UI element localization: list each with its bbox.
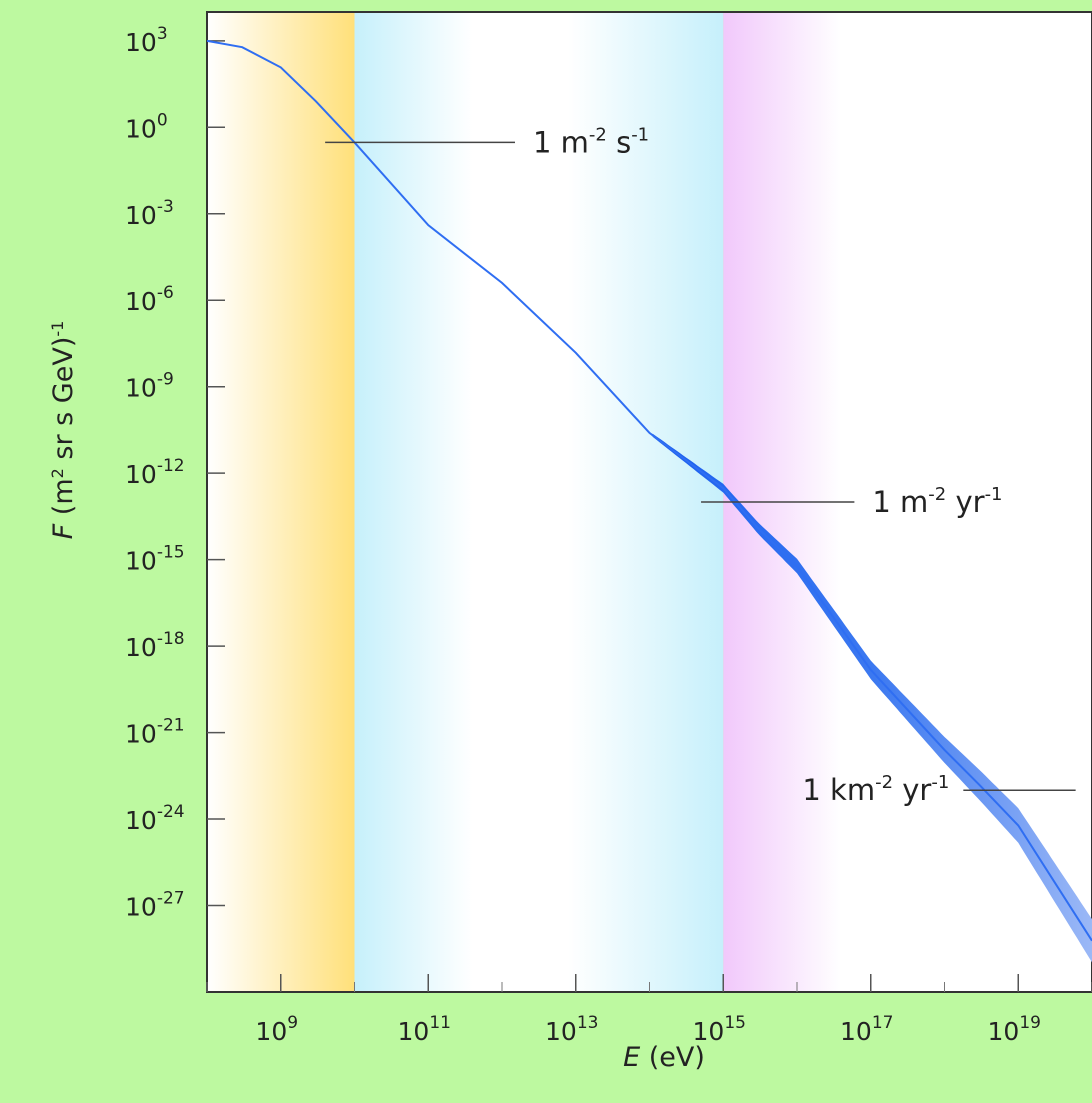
annotation-label: 1 m-2 s-1 <box>533 124 649 159</box>
y-axis-title: F (m2 sr s GeV)-1 <box>48 321 80 540</box>
energy-band <box>354 12 724 992</box>
y-tick-base: 10 <box>125 28 157 57</box>
annotation-mid: yr <box>893 773 931 807</box>
y-tick-label: 10-21 <box>125 716 185 749</box>
axis-ticks <box>206 40 1092 992</box>
y-tick-exponent: -12 <box>157 456 185 476</box>
annotation-base: 1 m <box>533 125 589 159</box>
annotation-base: 1 km <box>802 773 875 807</box>
energy-band <box>207 12 355 992</box>
y-tick-exponent: -27 <box>157 889 185 909</box>
annotation-sup: -2 <box>875 772 893 793</box>
flux-line <box>207 39 1092 942</box>
y-tick-base: 10 <box>125 893 157 922</box>
y-tick-label: 10-6 <box>125 283 174 316</box>
x-tick-base: 10 <box>840 1017 872 1046</box>
x-tick-base: 10 <box>693 1017 725 1046</box>
y-tick-exponent: 3 <box>157 24 168 44</box>
y-tick-label: 10-18 <box>125 629 185 662</box>
x-axis-title: E (eV) <box>623 1042 705 1073</box>
y-tick-exponent: -24 <box>157 802 185 822</box>
y-tick-base: 10 <box>125 633 157 662</box>
flux-series <box>207 39 1092 963</box>
y-tick-label: 100 <box>125 110 168 143</box>
y-tick-base: 10 <box>125 201 157 230</box>
y-tick-base: 10 <box>125 114 157 143</box>
x-tick-label: 1019 <box>988 1013 1041 1046</box>
x-tick-label: 1017 <box>840 1013 893 1046</box>
y-tick-label: 10-12 <box>125 456 185 489</box>
x-tick-label: 109 <box>255 1013 298 1046</box>
annotation-sup: -2 <box>928 484 946 505</box>
y-tick-base: 10 <box>125 547 157 576</box>
annotation-mid: yr <box>946 485 984 519</box>
annotation-label: 1 km-2 yr-1 <box>802 772 949 807</box>
x-tick-labels: 109101110131015101710191021 <box>255 1013 1041 1046</box>
x-tick-exponent: 17 <box>872 1013 894 1033</box>
y-tick-exponent: -21 <box>157 716 185 736</box>
y-tick-label: 10-24 <box>125 802 185 835</box>
y-tick-base: 10 <box>125 806 157 835</box>
x-tick-label: 1011 <box>398 1013 451 1046</box>
y-tick-label: 10-9 <box>125 370 174 403</box>
y-tick-labels: 10310010-310-610-910-1210-1510-1810-2110… <box>125 24 185 922</box>
annotation-sup: -2 <box>589 124 607 145</box>
y-tick-exponent: -6 <box>157 283 174 303</box>
x-tick-exponent: 11 <box>429 1013 451 1033</box>
x-tick-exponent: 13 <box>577 1013 599 1033</box>
annotation-mid: s <box>607 125 631 159</box>
y-tick-label: 10-27 <box>125 889 185 922</box>
y-tick-exponent: -15 <box>157 543 185 563</box>
annotation-sup: -1 <box>931 772 949 793</box>
annotation-sup: -1 <box>985 484 1003 505</box>
y-tick-label: 10-15 <box>125 543 185 576</box>
y-tick-exponent: -9 <box>157 370 174 390</box>
x-tick-label: 1013 <box>545 1013 598 1046</box>
x-tick-exponent: 19 <box>1019 1013 1041 1033</box>
y-tick-base: 10 <box>125 287 157 316</box>
annotations: 1 m-2 s-11 m-2 yr-11 km-2 yr-1 <box>325 124 1076 807</box>
x-tick-base: 10 <box>255 1017 287 1046</box>
y-tick-label: 10-3 <box>125 197 174 230</box>
x-tick-exponent: 9 <box>287 1013 298 1033</box>
y-tick-base: 10 <box>125 720 157 749</box>
x-tick-label: 1015 <box>693 1013 746 1046</box>
annotation-sup: -1 <box>631 124 649 145</box>
y-tick-exponent: 0 <box>157 110 168 130</box>
x-tick-base: 10 <box>545 1017 577 1046</box>
y-tick-label: 103 <box>125 24 168 57</box>
x-tick-base: 10 <box>988 1017 1020 1046</box>
annotation-label: 1 m-2 yr-1 <box>872 484 1002 519</box>
x-tick-base: 10 <box>398 1017 430 1046</box>
y-tick-base: 10 <box>125 374 157 403</box>
x-tick-exponent: 15 <box>724 1013 746 1033</box>
y-tick-base: 10 <box>125 460 157 489</box>
y-tick-exponent: -18 <box>157 629 185 649</box>
y-tick-exponent: -3 <box>157 197 174 217</box>
annotation-base: 1 m <box>872 485 928 519</box>
